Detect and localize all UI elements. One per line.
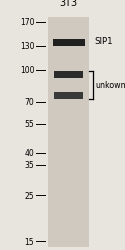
Bar (53, 40, 84, 46)
Text: 3T3: 3T3 (60, 0, 78, 8)
Text: 25: 25 (25, 191, 34, 200)
Bar (54, 72, 83, 78)
Text: 70: 70 (25, 98, 34, 107)
Bar (48, 18, 90, 247)
Text: 130: 130 (20, 42, 34, 51)
Text: 15: 15 (25, 237, 34, 246)
Bar (54, 93, 83, 100)
Text: SIP1: SIP1 (94, 36, 113, 46)
Text: 35: 35 (25, 160, 34, 170)
Text: 100: 100 (20, 66, 34, 75)
Text: unkown: unkown (96, 81, 125, 90)
Text: 55: 55 (25, 120, 34, 129)
Text: 40: 40 (25, 148, 34, 158)
Text: 170: 170 (20, 18, 34, 27)
